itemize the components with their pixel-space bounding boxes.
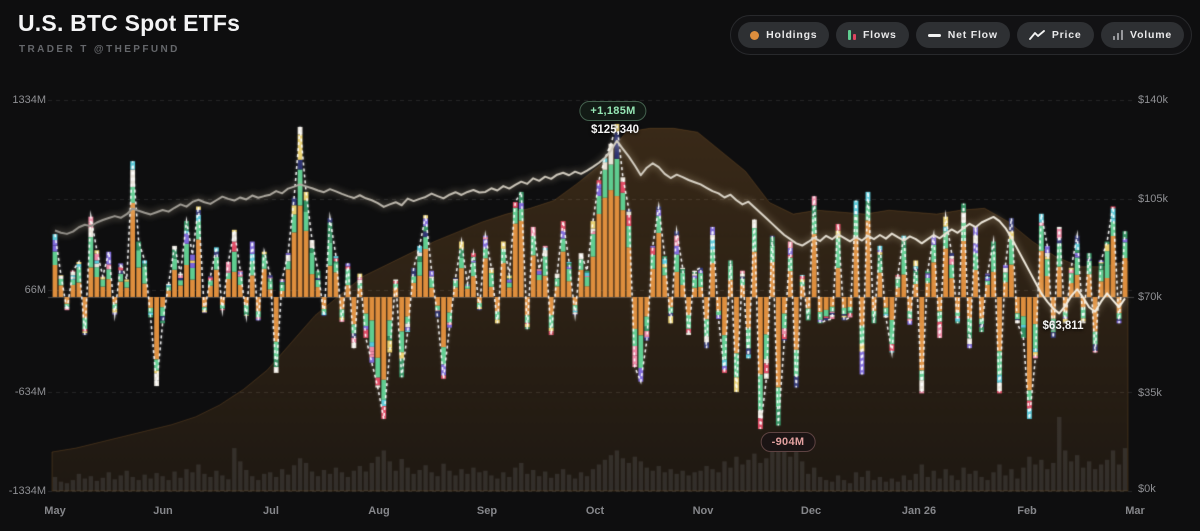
legend-label-netflow: Net Flow [947, 29, 998, 41]
month-label-2: Jul [263, 505, 279, 517]
page-subtitle: TRADER T @THEPFUND [19, 44, 180, 55]
legend-label-holdings: Holdings [766, 29, 818, 41]
right-axis-tick-0: $140k [1138, 94, 1168, 106]
legend-label-flows: Flows [862, 29, 897, 41]
flow-min-callout: -904M [760, 432, 816, 452]
left-axis-tick-0: 1334M [12, 94, 46, 106]
month-label-5: Oct [585, 505, 605, 517]
toggle-price-button[interactable]: Price [1016, 22, 1094, 48]
holdings-dot-icon [750, 30, 760, 40]
month-label-0: May [44, 505, 66, 517]
legend-label-volume: Volume [1130, 29, 1172, 41]
volume-bars-icon [1112, 30, 1124, 40]
netflow-dash-icon [927, 33, 941, 37]
month-label-6: Nov [692, 505, 714, 517]
right-axis-tick-4: $0k [1138, 483, 1156, 495]
toggle-flows-button[interactable]: Flows [836, 22, 909, 48]
month-label-9: Feb [1017, 505, 1037, 517]
price-line-icon [1028, 29, 1045, 41]
legend-label-price: Price [1051, 29, 1082, 41]
month-label-4: Sep [476, 505, 498, 517]
right-axis-tick-3: $35k [1138, 387, 1162, 399]
price-peak-label: $125,340 [591, 124, 639, 136]
page-title: U.S. BTC Spot ETFs [18, 10, 241, 36]
month-label-7: Dec [800, 505, 822, 517]
toggle-volume-button[interactable]: Volume [1100, 22, 1184, 48]
right-axis-tick-1: $105k [1138, 193, 1168, 205]
left-axis-tick-3: -1334M [8, 485, 46, 497]
toggle-holdings-button[interactable]: Holdings [738, 22, 830, 48]
flows-chart-canvas[interactable] [0, 70, 1200, 531]
toggle-netflow-button[interactable]: Net Flow [915, 22, 1010, 48]
flow-max-callout: +1,185M [579, 101, 647, 121]
month-label-3: Aug [368, 505, 390, 517]
month-label-8: Jan 26 [901, 505, 937, 517]
flows-bars-icon [848, 30, 856, 40]
price-last-label: $63,811 [1042, 320, 1084, 332]
month-label-1: Jun [153, 505, 173, 517]
left-axis-tick-1: 66M [24, 284, 46, 296]
left-axis-tick-2: -634M [14, 386, 46, 398]
right-axis-tick-2: $70k [1138, 291, 1162, 303]
series-toggle-group: Holdings Flows Net Flow Price Volume [730, 15, 1192, 55]
month-label-10: Mar [1125, 505, 1145, 517]
